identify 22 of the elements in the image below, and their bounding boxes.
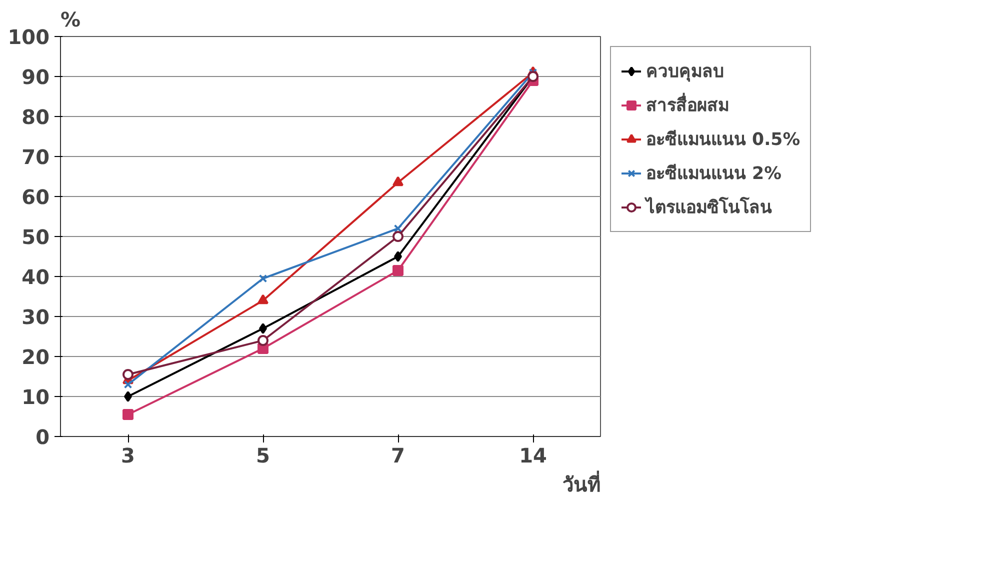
legend-label: อะซีแมนแนน 2% — [646, 162, 782, 186]
y-tick-label: 70 — [22, 145, 50, 169]
x-axis-title: วันที่ — [562, 470, 600, 496]
x-tick-label: 7 — [391, 444, 405, 468]
y-tick-label: 60 — [22, 185, 50, 209]
legend-label: อะซีแมนแนน 0.5% — [646, 128, 800, 152]
y-tick-label: 80 — [22, 105, 50, 129]
x-tick-label: 5 — [256, 444, 270, 468]
legend-label: สารสื่อผสม — [646, 92, 729, 118]
legend-label: ควบคุมลบ — [646, 61, 724, 84]
x-tick-label: 3 — [121, 444, 135, 468]
y-tick-label: 20 — [22, 345, 50, 369]
y-tick-label: 0 — [36, 425, 50, 449]
legend-label: ไตรแอมซิโนโลน — [646, 196, 772, 220]
y-tick-label: 40 — [22, 265, 50, 289]
y-axis-title: % — [60, 8, 81, 32]
y-tick-label: 50 — [22, 225, 50, 249]
y-tick-label: 90 — [22, 65, 50, 89]
y-tick-label: 10 — [22, 385, 50, 409]
y-tick-label: 100 — [8, 25, 50, 49]
x-tick-label: 14 — [519, 444, 547, 468]
y-tick-label: 30 — [22, 305, 50, 329]
